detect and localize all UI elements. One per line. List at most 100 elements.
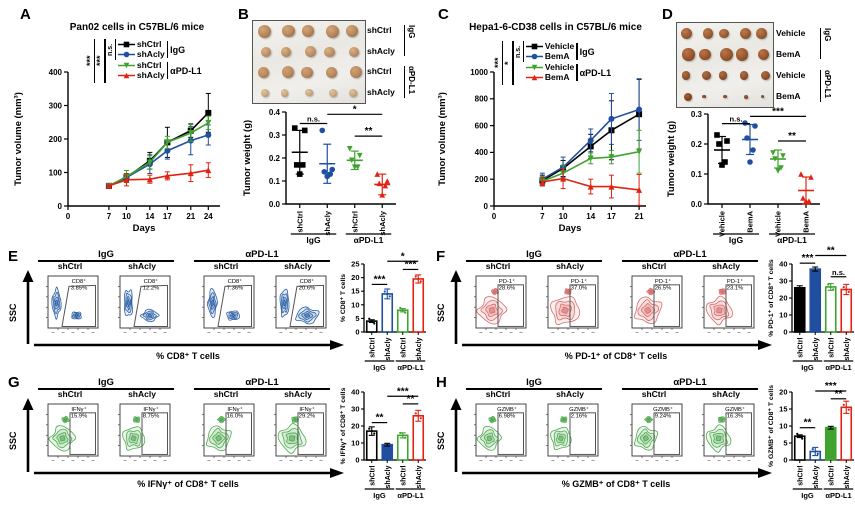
- legend-entry-label: shAcly: [136, 49, 165, 60]
- group-label: IgG: [373, 491, 386, 500]
- flow-x-axis-arrow: [462, 340, 772, 350]
- marker-square: [714, 132, 720, 138]
- legend-entry-label: Vehicle: [544, 61, 575, 72]
- flow-x-axis-arrow: [34, 340, 344, 350]
- tumor-specimen: [349, 88, 357, 97]
- tumor-specimen: [329, 88, 338, 97]
- gate-label: GZMB⁺: [725, 406, 745, 413]
- tumor-specimen: [701, 94, 706, 99]
- marker-square: [299, 162, 306, 168]
- x-tick-label: 7: [540, 212, 545, 221]
- x-tick-label: 0: [492, 212, 497, 221]
- gate-percent: 16.3%: [727, 414, 743, 420]
- marker-circle: [636, 106, 643, 113]
- bar: [412, 414, 425, 461]
- legend-marker: [525, 64, 543, 71]
- gate-label: GZMB⁺: [497, 406, 517, 413]
- flow-column-header: shCtrl: [485, 261, 511, 271]
- tumor-specimen: [681, 28, 693, 39]
- marker-triangle: [356, 152, 363, 159]
- flow-contour: [561, 306, 569, 314]
- legend-entry-label: BemA: [544, 51, 570, 62]
- tumor-specimen: [260, 46, 272, 57]
- marker-triangle: [146, 176, 153, 183]
- legend-group-label: IgG: [170, 44, 186, 55]
- y-tick-label: 40: [351, 388, 359, 397]
- gate-label: GZMB⁺: [569, 406, 589, 413]
- panel-h-flow: IgG αPD-L1 shCtrl shAcly shCtrl shAcly SSC GZMB…: [436, 376, 855, 502]
- arrowhead-up: [450, 270, 462, 282]
- legend-entry: Vehicle: [525, 61, 575, 73]
- data-dot: [404, 311, 407, 314]
- data-dot: [829, 285, 832, 289]
- gate-label: PD-1⁺: [499, 278, 515, 285]
- y-tick-label: 15: [779, 405, 787, 414]
- x-tick-label: shAcly: [416, 337, 423, 360]
- x-tick-label: 21: [186, 212, 195, 221]
- marker-triangle: [800, 195, 806, 201]
- marker-circle: [747, 159, 753, 165]
- y-tick-label: 10: [779, 311, 787, 320]
- photo-row-label: shAcly: [367, 45, 395, 56]
- flow-contour: [715, 435, 722, 442]
- panel-e-letter: E: [8, 248, 19, 265]
- flow-column-header: shCtrl: [485, 389, 511, 399]
- legend-group: IgG: [576, 41, 611, 62]
- y-tick-label: 400: [49, 68, 63, 77]
- tumor-specimen: [718, 71, 728, 80]
- legend-groups: IgG αPD-L1: [576, 41, 611, 83]
- tumor-specimen: [280, 46, 291, 57]
- flow-gate: [297, 412, 324, 455]
- x-tick-label: 10: [122, 212, 131, 221]
- axes: [493, 72, 646, 207]
- y-tick-label: 0: [783, 328, 787, 337]
- legend-group-bracket: [576, 43, 578, 60]
- data-dot: [414, 412, 417, 415]
- flow-gate: [653, 284, 680, 327]
- data-dot: [399, 306, 402, 309]
- significance-label: n.s.: [307, 115, 320, 124]
- marker-triangle: [608, 154, 615, 161]
- significance-label: ***: [772, 106, 784, 117]
- data-dot: [373, 322, 376, 325]
- legend-entry: BemA: [525, 51, 574, 63]
- sig-bracket: [104, 39, 106, 83]
- x-tick-label: shAcly: [813, 465, 820, 488]
- marker-square: [205, 109, 212, 116]
- flow-column-header: shAcly: [712, 261, 740, 271]
- flow-gate: [141, 412, 168, 455]
- significance-label: ***: [374, 274, 386, 285]
- data-dot: [404, 436, 407, 439]
- flow-gate: [133, 284, 168, 327]
- tumor-specimen: [301, 66, 313, 78]
- significance-label: **: [407, 394, 415, 405]
- tumor-specimen: [326, 66, 337, 78]
- legend-entry: shCtrl: [117, 60, 165, 71]
- panel-f-flow: IgG αPD-L1 shCtrl shAcly shCtrl shAcly SSC PD-1…: [436, 246, 855, 374]
- marker-square: [301, 127, 308, 134]
- legend-entries: Vehicle BemA Vehicle BemA: [525, 41, 575, 84]
- flow-plot: PD-1⁺28.6%: [474, 275, 527, 333]
- group-label: αPD-L1: [397, 491, 423, 500]
- flow-bar-chart: 0 5 10 15 20 25 % CD8⁺ T cells shCtrl shAcly shCt…: [340, 251, 426, 372]
- marker-triangle: [775, 168, 781, 174]
- data-dot: [796, 432, 799, 435]
- x-tick-label: 17: [607, 212, 616, 221]
- photo-group-bracket: [404, 25, 405, 56]
- series-line: [108, 169, 209, 187]
- marker-triangle: [376, 180, 383, 187]
- legend-entry: BemA: [525, 73, 574, 84]
- y-tick-label: 30: [351, 405, 359, 414]
- marker-triangle: [205, 119, 212, 126]
- marker-triangle: [123, 176, 130, 183]
- group-label: IgG: [801, 491, 814, 500]
- group-label: IgG: [373, 363, 386, 372]
- panel-b-letter: B: [238, 6, 249, 23]
- data-dot: [842, 403, 845, 406]
- photo-group-bracket: [820, 69, 821, 102]
- y-tick-label: 5: [783, 439, 787, 448]
- gate-label: CD8⁺: [228, 278, 243, 285]
- marker-triangle: [351, 164, 358, 170]
- marker-triangle: [808, 174, 814, 180]
- bar: [824, 286, 837, 333]
